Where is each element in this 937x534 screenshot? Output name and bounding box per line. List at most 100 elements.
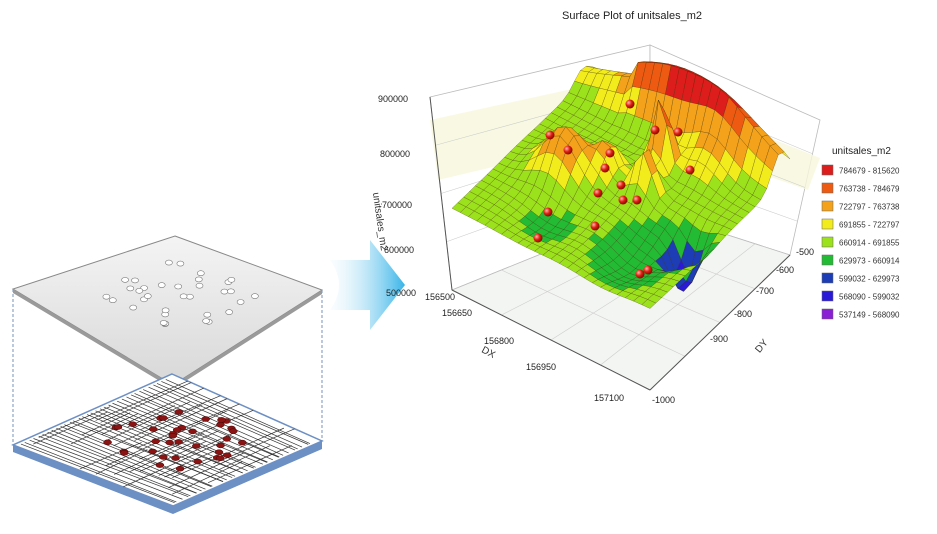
map-point-marker (172, 427, 182, 433)
top-plane-marker (197, 270, 205, 277)
top-plane-marker (203, 311, 212, 318)
map-point-marker (148, 448, 157, 455)
top-plane-marker (186, 293, 194, 300)
map-point-marker (120, 450, 129, 456)
legend-entry-label: 660914 - 691855 (839, 239, 900, 248)
legend-swatch (821, 218, 834, 230)
map-point-marker (159, 415, 168, 421)
legend-entry-label: 722797 - 763738 (839, 203, 900, 212)
legend-title: unitsales_m2 (832, 146, 891, 157)
legend-entry-label: 599032 - 629973 (839, 275, 900, 284)
top-plane-marker (195, 282, 204, 289)
map-point-marker (201, 416, 210, 422)
sample-point-marker (635, 269, 645, 279)
map-point-marker (159, 454, 168, 460)
sample-point-marker (643, 265, 653, 275)
z-tick-label: 700000 (382, 200, 412, 210)
legend-swatch (821, 164, 834, 176)
map-point-marker (168, 433, 177, 439)
x-tick-label: 156950 (526, 362, 556, 372)
x-tick-label: 157100 (594, 393, 624, 403)
y-tick-label: -700 (756, 286, 774, 296)
sample-point-marker (543, 207, 553, 217)
top-plane-marker (195, 276, 203, 283)
map-point-marker (174, 409, 184, 415)
legend-swatch (821, 254, 834, 266)
map-point-marker (148, 426, 158, 432)
sample-point-marker (600, 163, 610, 173)
sample-point-marker (605, 148, 615, 158)
sample-point-marker (533, 233, 543, 243)
sample-point-marker (650, 125, 660, 135)
top-plane-marker (165, 259, 173, 266)
map-point-marker (103, 439, 112, 446)
top-plane-marker (144, 293, 152, 299)
map-point-marker (188, 428, 197, 435)
map-point-marker (128, 421, 137, 427)
top-plane-marker (236, 299, 245, 305)
sample-point-marker (632, 195, 642, 205)
legend-entry-label: 691855 - 722797 (839, 221, 900, 230)
x-axis-label: DX (479, 345, 497, 361)
top-plane-marker (202, 318, 210, 324)
sample-point-marker (616, 180, 626, 190)
y-axis-ticks: -500-600 -700 -800 -900 -1000 (652, 247, 814, 405)
top-plane-marker (157, 282, 166, 288)
map-point-marker (229, 428, 238, 434)
sample-point-marker (673, 127, 683, 137)
z-tick-label: 900000 (378, 94, 408, 104)
legend-swatch (821, 236, 834, 248)
legend-swatch (821, 290, 834, 302)
map-point-marker (174, 439, 183, 445)
map-point-marker (165, 439, 174, 446)
legend-swatch (821, 308, 834, 320)
x-tick-label: 156800 (484, 336, 514, 346)
street-lines (20, 379, 311, 504)
map-point-marker (216, 421, 225, 428)
legend-entry-label: 568090 - 599032 (839, 293, 900, 302)
sample-point-marker (563, 145, 573, 155)
top-plane-marker (109, 297, 117, 304)
chart-title: Surface Plot of unitsales_m2 (562, 10, 702, 22)
z-tick-label: 600000 (384, 245, 414, 255)
top-plane-marker (121, 277, 129, 283)
map-point-marker (155, 462, 165, 468)
top-plane-marker (174, 283, 182, 290)
map-point-marker (214, 449, 224, 455)
top-plane-marker (161, 307, 170, 314)
y-tick-label: -900 (710, 334, 728, 344)
top-plane-marker (129, 304, 137, 311)
legend-entry-label: 629973 - 660914 (839, 257, 900, 266)
x-axis-line (451, 289, 651, 391)
map-layers-illustration (11, 235, 324, 514)
sample-points (533, 99, 695, 279)
sample-point-marker (625, 99, 635, 109)
map-point-marker (175, 465, 185, 472)
top-plane-markers (102, 259, 259, 327)
y-axis-line (649, 254, 791, 391)
y-tick-label: -600 (776, 265, 794, 275)
top-plane-marker (135, 287, 144, 294)
top-plane-marker (251, 293, 259, 299)
x-tick-label: 156650 (442, 308, 472, 318)
map-point-marker (222, 452, 232, 458)
sample-point-marker (618, 195, 628, 205)
map-point-marker (151, 438, 160, 445)
top-plane-marker (220, 288, 229, 295)
legend-entry-label: 537149 - 568090 (839, 311, 900, 320)
transform-arrow (330, 240, 405, 330)
top-plane-marker (227, 276, 236, 283)
top-plane-marker (126, 285, 135, 292)
sample-point-marker (590, 221, 600, 231)
y-tick-label: -800 (734, 309, 752, 319)
legend-swatch (821, 200, 834, 212)
y-axis-label: DY (753, 337, 771, 355)
top-plane-marker (225, 309, 233, 315)
y-tick-label: -500 (796, 247, 814, 257)
z-tick-label: 800000 (380, 149, 410, 159)
map-point-marker (238, 439, 247, 446)
top-plane-marker (176, 260, 185, 267)
map-point-marker (171, 455, 180, 461)
map-point-marker (113, 424, 123, 430)
